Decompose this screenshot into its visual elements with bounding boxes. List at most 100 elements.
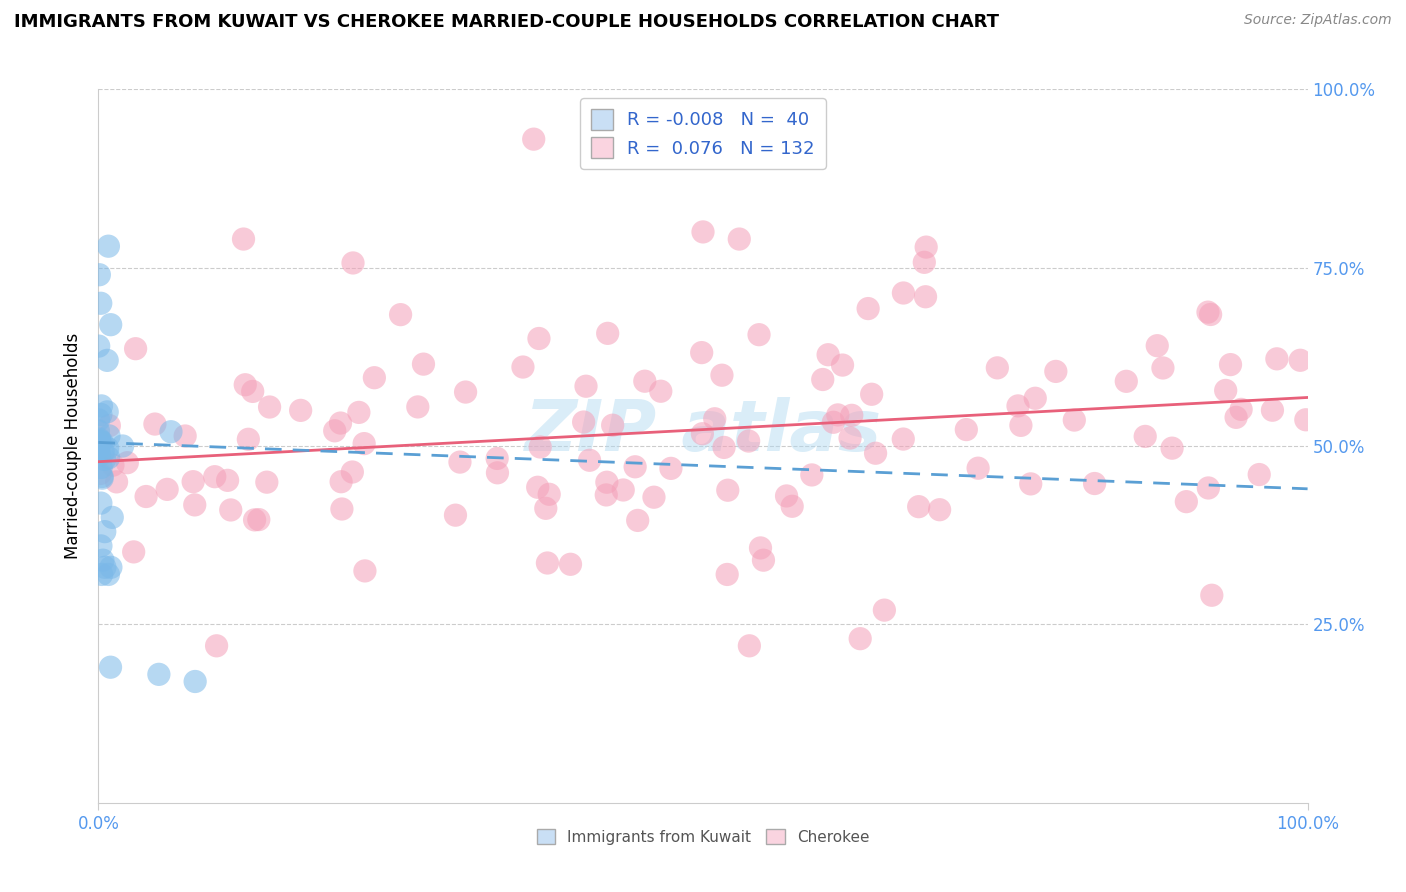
Point	[907, 500, 929, 514]
Point	[174, 429, 197, 443]
Point	[94, 560, 117, 574]
Point	[536, 556, 558, 570]
Point	[526, 480, 548, 494]
Point	[90, 539, 112, 553]
Point	[891, 432, 914, 446]
Point	[1063, 413, 1085, 427]
Point	[148, 667, 170, 681]
Point	[156, 483, 179, 497]
Point	[1115, 374, 1137, 388]
Point	[1024, 391, 1046, 405]
Point	[89, 467, 111, 481]
Point	[1230, 402, 1253, 417]
Point	[1146, 339, 1168, 353]
Point	[575, 379, 598, 393]
Point	[89, 268, 111, 282]
Point	[90, 567, 112, 582]
Point	[219, 503, 242, 517]
Point	[692, 426, 714, 441]
Point	[243, 513, 266, 527]
Point	[135, 490, 157, 504]
Point	[105, 475, 128, 489]
Point	[122, 545, 145, 559]
Point	[595, 488, 617, 502]
Point	[1295, 413, 1317, 427]
Point	[823, 415, 845, 429]
Point	[602, 418, 624, 433]
Point	[290, 403, 312, 417]
Point	[347, 405, 370, 419]
Point	[184, 674, 207, 689]
Point	[1289, 353, 1312, 368]
Point	[596, 475, 619, 490]
Point	[749, 541, 772, 555]
Point	[873, 603, 896, 617]
Point	[560, 558, 582, 572]
Point	[1135, 429, 1157, 443]
Point	[232, 232, 254, 246]
Point	[96, 353, 118, 368]
Point	[486, 451, 509, 466]
Point	[1010, 418, 1032, 433]
Point	[780, 500, 803, 514]
Point	[91, 445, 114, 459]
Point	[389, 308, 412, 322]
Point	[523, 132, 546, 146]
Point	[1199, 308, 1222, 322]
Point	[111, 439, 134, 453]
Point	[534, 501, 557, 516]
Point	[247, 513, 270, 527]
Point	[849, 632, 872, 646]
Point	[205, 639, 228, 653]
Point	[717, 483, 740, 498]
Point	[90, 434, 112, 449]
Point	[914, 290, 936, 304]
Point	[529, 440, 551, 454]
Point	[363, 370, 385, 384]
Point	[330, 502, 353, 516]
Point	[98, 418, 121, 433]
Point	[1084, 476, 1107, 491]
Point	[342, 256, 364, 270]
Point	[713, 441, 735, 455]
Point	[87, 339, 110, 353]
Point	[627, 513, 650, 527]
Point	[1175, 494, 1198, 508]
Point	[97, 567, 120, 582]
Point	[1249, 467, 1271, 482]
Point	[330, 475, 353, 489]
Point	[184, 498, 207, 512]
Point	[624, 459, 647, 474]
Point	[1019, 476, 1042, 491]
Point	[1161, 441, 1184, 455]
Legend: Immigrants from Kuwait, Cherokee: Immigrants from Kuwait, Cherokee	[529, 821, 877, 852]
Point	[181, 475, 204, 489]
Point	[100, 660, 122, 674]
Point	[89, 437, 111, 451]
Point	[412, 357, 434, 371]
Point	[91, 471, 114, 485]
Point	[596, 326, 619, 341]
Point	[90, 296, 112, 310]
Point	[986, 360, 1008, 375]
Point	[342, 465, 364, 479]
Point	[101, 458, 124, 473]
Point	[856, 301, 879, 316]
Point	[90, 460, 112, 475]
Point	[1225, 410, 1247, 425]
Point	[93, 452, 115, 467]
Point	[89, 448, 111, 462]
Point	[91, 469, 114, 483]
Point	[256, 475, 278, 490]
Point	[800, 467, 823, 482]
Point	[659, 461, 682, 475]
Point	[578, 453, 600, 467]
Point	[1197, 481, 1219, 495]
Point	[643, 490, 665, 504]
Point	[738, 639, 761, 653]
Point	[406, 400, 429, 414]
Point	[242, 384, 264, 399]
Point	[89, 432, 111, 446]
Point	[87, 424, 110, 438]
Point	[329, 416, 352, 430]
